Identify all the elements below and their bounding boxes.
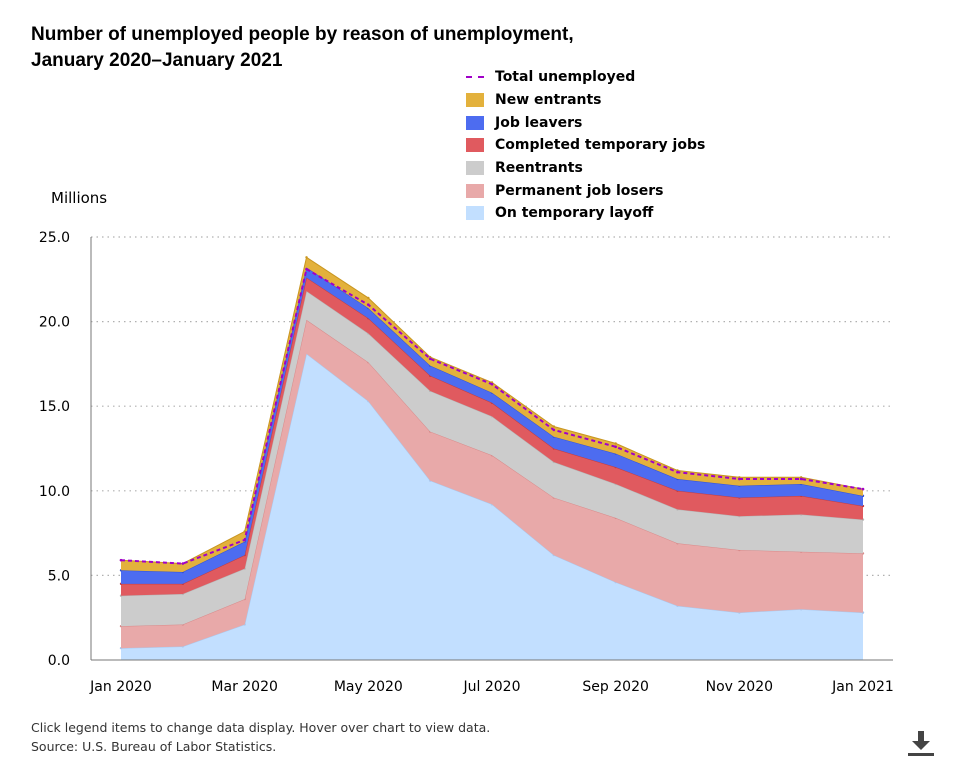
legend-item-permanent-job-losers[interactable]: Permanent job losers — [466, 179, 705, 202]
y-axis-unit-label: Millions — [51, 189, 108, 207]
legend-color-swatch — [466, 183, 484, 198]
point-new-entrants — [367, 296, 370, 300]
legend-color-swatch — [466, 93, 484, 108]
y-tick-label: 15.0 — [39, 399, 70, 415]
point-total-unemployed — [428, 357, 432, 361]
footer-source: Source: U.S. Bureau of Labor Statistics. — [31, 739, 277, 754]
area-on-temporary-layoff — [121, 353, 863, 660]
x-tick-label: Jul 2020 — [463, 679, 521, 695]
point-total-unemployed — [243, 538, 246, 542]
point-total-unemployed — [738, 477, 741, 481]
y-tick-label: 25.0 — [39, 230, 70, 246]
legend-color-swatch — [466, 161, 484, 176]
legend-item-total-unemployed[interactable]: Total unemployed — [466, 66, 705, 89]
point-total-unemployed — [305, 267, 308, 271]
point-new-entrants — [305, 256, 308, 259]
point-total-unemployed — [552, 428, 556, 432]
y-tick-label: 10.0 — [39, 484, 70, 500]
x-tick-label: Mar 2020 — [211, 679, 278, 695]
point-new-entrants — [552, 425, 556, 428]
download-arrow-glyph — [908, 731, 934, 756]
legend-label: On temporary layoff — [495, 205, 654, 222]
y-tick-label: 0.0 — [48, 653, 70, 669]
legend-item-on-temporary-layoff[interactable]: On temporary layoff — [466, 202, 705, 225]
area-permanent-job-losers — [121, 319, 863, 649]
point-total-unemployed — [367, 303, 370, 306]
legend-label: Job leavers — [495, 114, 583, 131]
legend-label: Total unemployed — [495, 69, 636, 86]
chart-title: Number of unemployed people by reason of… — [31, 22, 574, 74]
point-new-entrants — [243, 530, 246, 533]
legend-item-new-entrants[interactable]: New entrants — [466, 89, 705, 112]
point-total-unemployed — [614, 445, 617, 449]
chart-legend: Total unemployed New entrants Job leavers C… — [466, 66, 705, 225]
point-new-entrants — [614, 442, 617, 445]
legend-color-swatch — [466, 206, 484, 221]
legend-label: Permanent job losers — [495, 182, 664, 199]
chart-title-line-1: Number of unemployed people by reason of… — [31, 24, 574, 45]
point-total-unemployed — [799, 477, 803, 481]
chart-title-line-2: January 2020–January 2021 — [31, 50, 283, 71]
point-total-unemployed — [181, 562, 185, 565]
point-total-unemployed — [119, 558, 123, 562]
legend-dashed-line-swatch — [466, 76, 484, 79]
legend-label: Completed temporary jobs — [495, 137, 706, 154]
chart-footer: Click legend items to change data displa… — [31, 718, 490, 756]
x-tick-label: Jan 2020 — [89, 679, 152, 695]
x-tick-label: Sep 2020 — [582, 679, 648, 695]
legend-item-reentrants[interactable]: Reentrants — [466, 157, 705, 180]
x-tick-label: Nov 2020 — [706, 679, 773, 695]
point-total-unemployed — [676, 470, 679, 474]
legend-color-swatch — [466, 138, 484, 153]
footer-instructions: Click legend items to change data displa… — [31, 720, 491, 735]
x-tick-label: Jan 2021 — [831, 679, 894, 695]
download-icon[interactable] — [905, 728, 937, 760]
area-reentrants — [121, 291, 863, 627]
legend-label: Reentrants — [495, 160, 583, 177]
legend-color-swatch — [466, 115, 484, 130]
y-tick-label: 5.0 — [48, 568, 70, 584]
legend-item-job-leavers[interactable]: Job leavers — [466, 111, 705, 134]
y-tick-label: 20.0 — [39, 315, 70, 331]
x-tick-label: May 2020 — [334, 679, 403, 695]
point-total-unemployed — [861, 487, 865, 491]
legend-label: New entrants — [495, 92, 602, 109]
point-total-unemployed — [490, 382, 494, 386]
legend-item-completed-temporary-jobs[interactable]: Completed temporary jobs — [466, 134, 705, 157]
